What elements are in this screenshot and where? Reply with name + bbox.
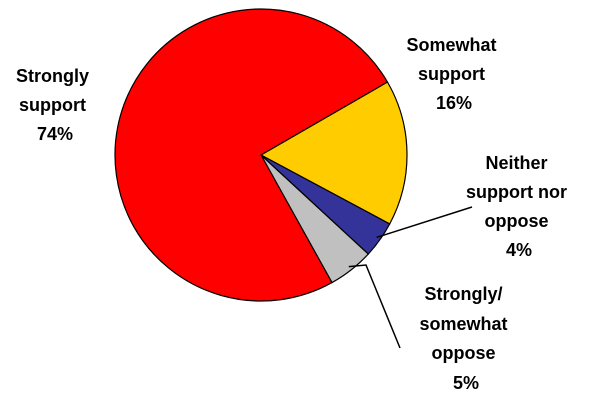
slice-strongly-support — [114, 8, 389, 302]
pie-slices — [114, 8, 408, 302]
leader-lines — [348, 206, 473, 349]
slice-somewhat-support — [259, 81, 408, 225]
leader-line-neither — [376, 206, 473, 239]
label-neither: Neither support nor oppose 4% — [466, 153, 572, 260]
leader-line-oppose — [348, 264, 401, 349]
label-strongly-support: Strongly support 74% — [16, 66, 94, 144]
label-somewhat-support: Somewhat support 16% — [406, 35, 501, 113]
label-oppose: Strongly/ somewhat oppose 5% — [419, 284, 512, 393]
